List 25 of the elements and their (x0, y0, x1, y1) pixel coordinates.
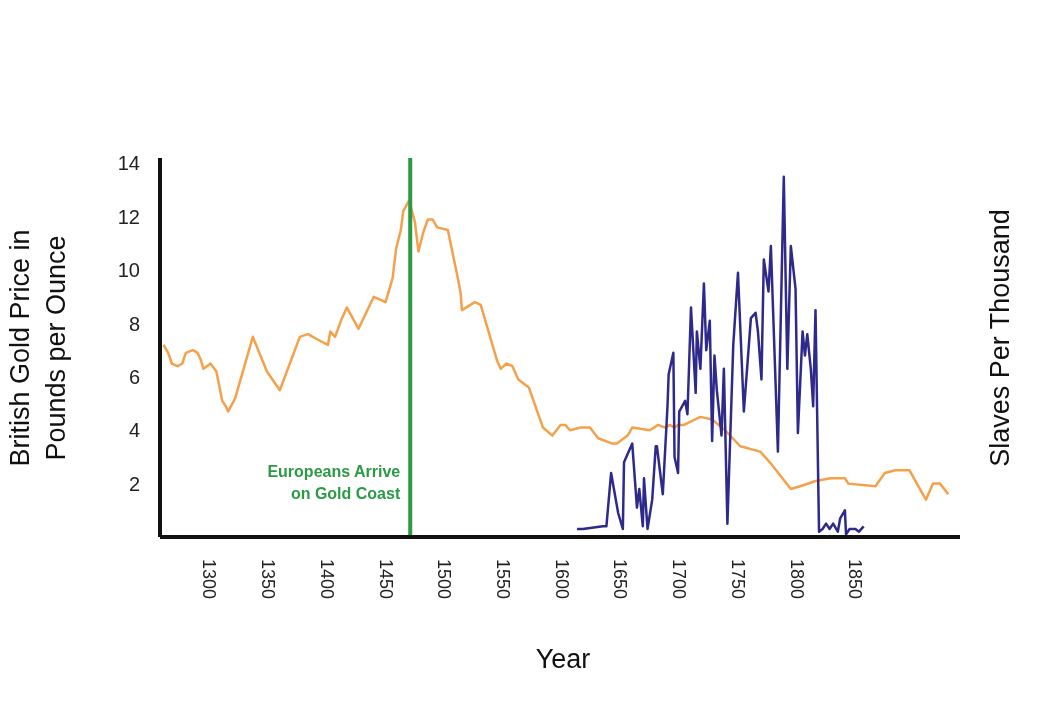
x-tick-label: 1850 (845, 559, 866, 600)
x-tick-label: 1350 (258, 559, 279, 600)
y-tick-label: 4 (128, 419, 140, 442)
line-series (162, 199, 950, 501)
line-series (575, 175, 865, 536)
y-tick-label: 2 (128, 472, 140, 495)
x-tick-label: 1800 (786, 559, 807, 600)
y-axis-title: British Gold Price in Pounds per Ounce (4, 228, 72, 469)
y-tick-label: 8 (128, 312, 140, 335)
x-axis-title: Year (534, 644, 592, 675)
x-tick-label: 1600 (551, 559, 572, 600)
ref-line-label: Europeans Arrive on Gold Coast (267, 463, 401, 502)
x-tick-label: 1650 (610, 559, 631, 600)
x-tick-label: 1700 (669, 559, 690, 600)
x-tick-label: 1500 (434, 559, 455, 600)
y-tick-label: 10 (117, 259, 140, 282)
y-tick-label: 6 (128, 365, 140, 388)
y-tick-label: 14 (117, 152, 140, 175)
y-tick-label: 12 (117, 205, 140, 228)
x-tick-label: 1750 (727, 559, 748, 600)
x-tick-label: 1400 (316, 559, 337, 600)
x-tick-label: 1450 (375, 559, 396, 600)
x-tick-label: 1550 (493, 559, 514, 600)
x-tick-label: 1300 (199, 559, 220, 600)
y2-axis-title: Slaves Per Thousand (984, 208, 1016, 469)
